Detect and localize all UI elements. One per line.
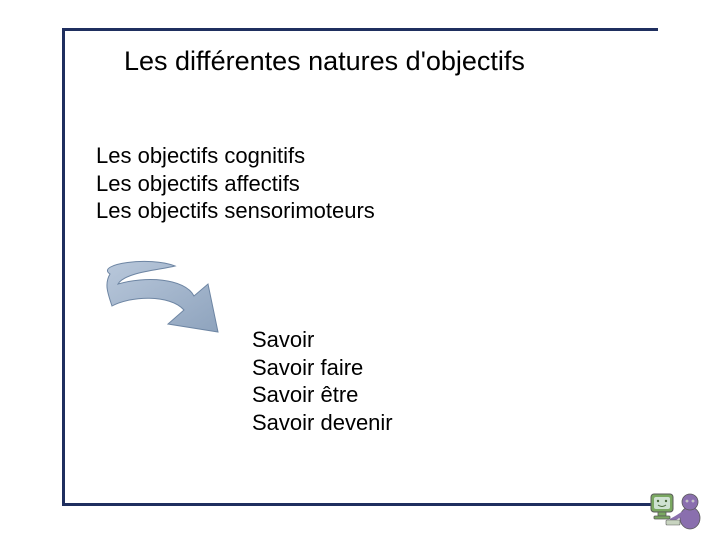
objective-affectifs: Les objectifs affectifs bbox=[96, 170, 375, 198]
mascot-icon bbox=[648, 480, 708, 532]
savoir-faire: Savoir faire bbox=[252, 354, 393, 382]
objective-sensorimoteurs: Les objectifs sensorimoteurs bbox=[96, 197, 375, 225]
frame-border-top bbox=[62, 28, 658, 31]
savoirs-list: Savoir Savoir faire Savoir être Savoir d… bbox=[252, 326, 393, 436]
objectives-list: Les objectifs cognitifs Les objectifs af… bbox=[96, 142, 375, 225]
savoir-etre: Savoir être bbox=[252, 381, 393, 409]
curved-arrow-icon bbox=[90, 254, 230, 364]
savoir-devenir: Savoir devenir bbox=[252, 409, 393, 437]
frame-border-bottom bbox=[62, 503, 658, 506]
savoir: Savoir bbox=[252, 326, 393, 354]
objective-cognitifs: Les objectifs cognitifs bbox=[96, 142, 375, 170]
frame-border-left bbox=[62, 28, 65, 506]
slide-title: Les différentes natures d'objectifs bbox=[120, 46, 529, 77]
